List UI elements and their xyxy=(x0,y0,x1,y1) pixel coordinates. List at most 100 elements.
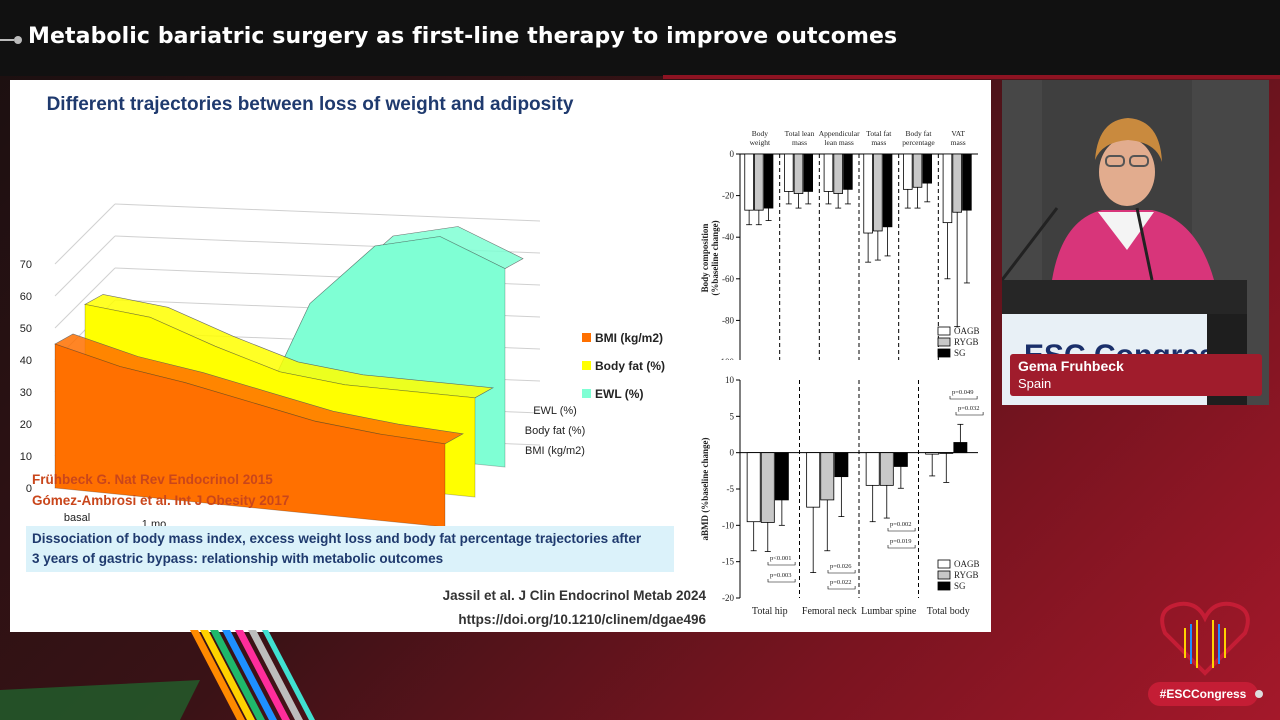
legend-label: SG xyxy=(954,348,966,358)
p-value-label: p=0.026 xyxy=(830,563,852,570)
y-tick-label: 0 xyxy=(730,149,735,159)
study-callout: Dissociation of body mass index, excess … xyxy=(26,526,674,572)
bar xyxy=(903,153,913,190)
y-tick-label: 0 xyxy=(730,448,735,458)
category-label: Total hip xyxy=(752,606,788,617)
bar xyxy=(863,153,873,234)
legend-label: Body fat (%) xyxy=(595,359,665,373)
category-label: mass xyxy=(871,138,886,147)
bar xyxy=(873,153,883,232)
bar xyxy=(893,452,908,467)
x-category-label: basal xyxy=(64,512,90,524)
category-label: Body fat xyxy=(905,129,932,138)
legend-label: SG xyxy=(954,581,966,591)
significance-bracket xyxy=(827,570,856,574)
bar xyxy=(952,153,962,213)
esc-heart-logo xyxy=(1160,601,1250,676)
citation: Jassil et al. J Clin Endocrinol Metab 20… xyxy=(442,588,706,603)
bar xyxy=(760,452,775,523)
depth-axis-label: EWL (%) xyxy=(533,405,577,417)
bar xyxy=(865,452,880,486)
category-label: weight xyxy=(750,138,771,147)
bar xyxy=(912,153,923,188)
category-label: Femoral neck xyxy=(802,606,857,617)
gridline-side xyxy=(54,203,116,265)
gridline-side xyxy=(54,267,116,329)
category-label: mass xyxy=(792,138,807,147)
category-label: Body xyxy=(752,129,769,138)
y-tick-label: 0 xyxy=(26,483,32,495)
legend-label: RYGB xyxy=(954,337,979,347)
significance-bracket xyxy=(955,412,984,416)
bar xyxy=(833,153,843,194)
p-value-label: p=0.003 xyxy=(770,572,792,579)
category-label: Total lean xyxy=(785,129,815,138)
y-tick-label: 50 xyxy=(20,323,32,335)
y-tick-label: -60 xyxy=(722,274,734,284)
y-tick-label: -10 xyxy=(722,520,734,530)
category-label: percentage xyxy=(902,138,935,147)
bar xyxy=(803,153,814,192)
bar xyxy=(879,452,894,486)
y-tick-label: -20 xyxy=(722,593,734,603)
y-tick-label: -40 xyxy=(722,232,734,242)
legend-swatch xyxy=(937,326,951,336)
y-tick-label: -5 xyxy=(727,484,735,494)
speaker-name: Gema Fruhbeck xyxy=(1018,358,1124,374)
reference-2: Gómez-Ambrosi et al. Int J Obesity 2017 xyxy=(32,493,290,508)
depth-axis-label: BMI (kg/m2) xyxy=(525,445,585,457)
title-bar-line xyxy=(0,39,14,41)
legend-swatch xyxy=(937,348,951,358)
significance-bracket xyxy=(887,545,916,549)
legend-swatch xyxy=(582,389,591,398)
bar xyxy=(793,153,804,194)
bar xyxy=(763,153,774,209)
legend-swatch xyxy=(937,559,951,569)
category-label: VAT xyxy=(951,129,965,138)
doi-link[interactable]: https://doi.org/10.1210/clinem/dgae496 xyxy=(458,612,706,627)
y-tick-label: -80 xyxy=(722,315,734,325)
category-label: Total body xyxy=(927,606,970,617)
y-tick-label: 30 xyxy=(20,387,32,399)
y-axis-label: (%baseline change) xyxy=(710,220,720,295)
title-bar-dot xyxy=(14,36,22,44)
top-title-bar: Metabolic bariatric surgery as first-lin… xyxy=(0,0,1280,76)
bar xyxy=(922,153,933,184)
legend-label: RYGB xyxy=(954,570,979,580)
gridline-side xyxy=(54,235,116,297)
significance-bracket xyxy=(949,396,978,400)
y-tick-label: 40 xyxy=(20,355,32,367)
bar xyxy=(774,452,789,501)
depth-axis-label: Body fat (%) xyxy=(525,425,586,437)
legend-label: EWL (%) xyxy=(595,387,643,401)
y-tick-label: 10 xyxy=(725,375,735,385)
callout-line-1: Dissociation of body mass index, excess … xyxy=(32,531,642,546)
abmd-bar-chart: 10 5 0 -5 -10 -15 -20 aBMD (%baseline change) To… xyxy=(700,375,984,617)
legend-label: BMI (kg/m2) xyxy=(595,331,663,345)
reference-1: Frühbeck G. Nat Rev Endocrinol 2015 xyxy=(32,472,273,487)
bar xyxy=(784,153,794,192)
category-label: lean mass xyxy=(824,138,853,147)
presentation-slide: Different trajectories between loss of w… xyxy=(10,80,991,632)
legend-swatch xyxy=(582,333,591,342)
p-value-label: p=0.002 xyxy=(890,521,912,528)
accent-line xyxy=(663,75,1280,79)
p-value-label: p=0.019 xyxy=(890,538,912,545)
p-value-label: p=0.032 xyxy=(958,405,980,412)
session-title: Metabolic bariatric surgery as first-lin… xyxy=(28,24,898,49)
bar xyxy=(806,452,821,508)
legend-label: OAGB xyxy=(954,326,980,336)
bar xyxy=(939,452,954,454)
significance-bracket xyxy=(827,586,856,590)
legend-swatch xyxy=(937,337,951,347)
bar xyxy=(843,153,853,190)
hashtag-badge: #ESCCongress xyxy=(1148,682,1258,706)
category-label: Total fat xyxy=(866,129,892,138)
bar xyxy=(925,452,940,455)
y-axis-label: Body composition xyxy=(700,224,710,293)
bar xyxy=(953,442,968,454)
y-tick-label: -15 xyxy=(722,557,734,567)
bar xyxy=(823,153,834,192)
p-value-label: p=0.049 xyxy=(952,389,974,396)
